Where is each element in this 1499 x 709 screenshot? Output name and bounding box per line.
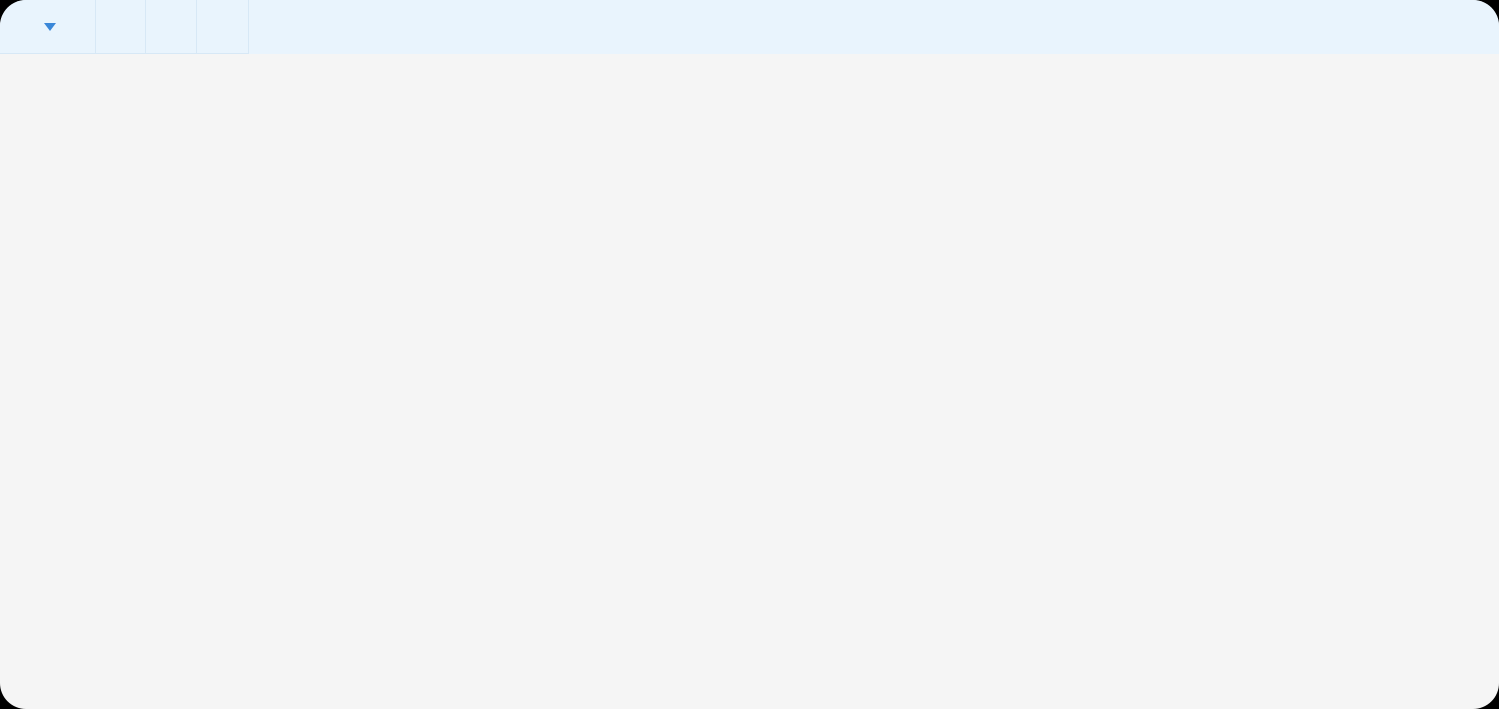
trend-lines-svg	[0, 54, 1499, 709]
table-body	[0, 54, 1499, 709]
test-number-column-header	[96, 0, 146, 54]
sum-column-header	[197, 0, 249, 54]
sort-descending-icon	[43, 22, 56, 31]
issue-column-header[interactable]	[0, 0, 96, 54]
table-header	[0, 0, 1499, 54]
prize-number-column-header	[146, 0, 197, 54]
